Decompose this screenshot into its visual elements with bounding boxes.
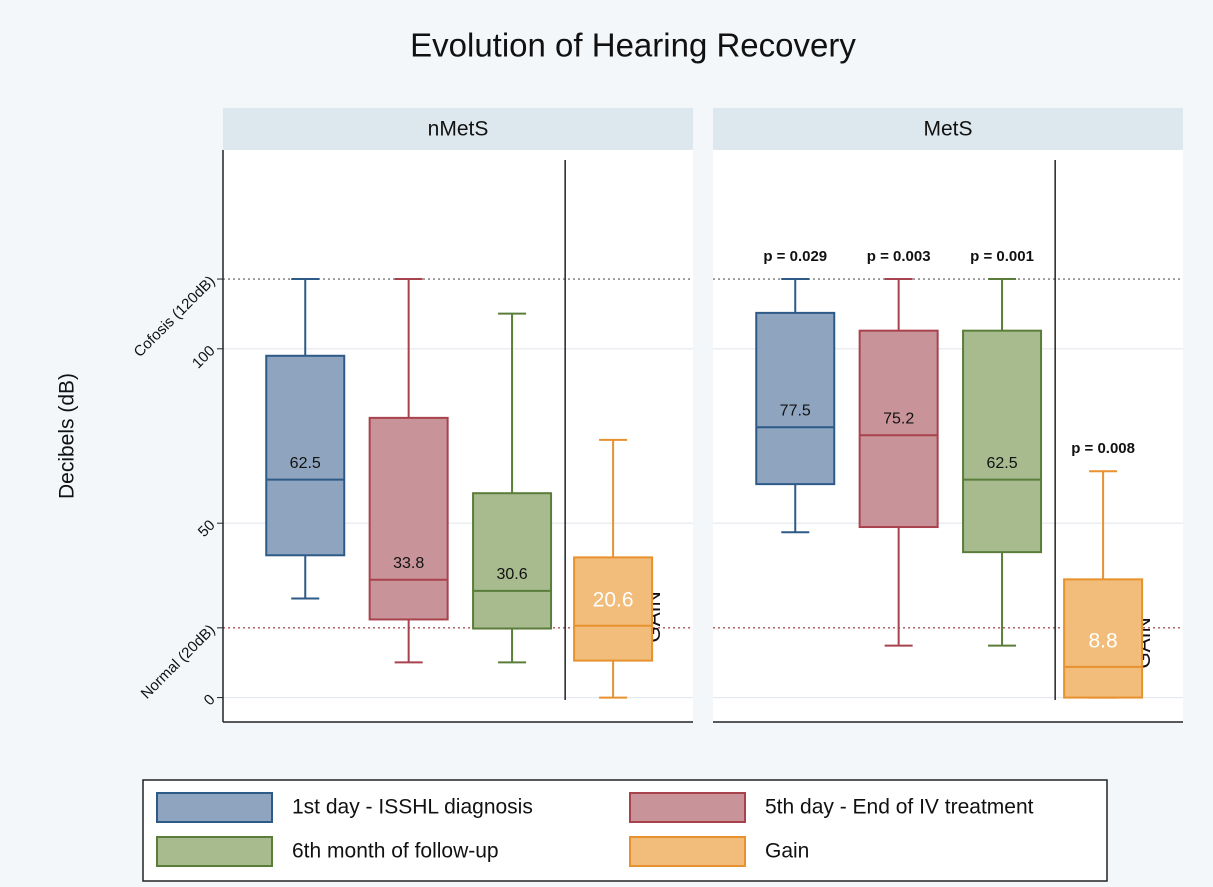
legend-swatch: [156, 836, 273, 867]
panel-title: nMetS: [428, 118, 489, 141]
legend-label: Gain: [765, 840, 809, 863]
panel-header: [223, 108, 693, 150]
p-value-label: p = 0.008: [1071, 440, 1135, 457]
box: [265, 354, 346, 557]
box: [858, 329, 939, 529]
legend-swatch: [156, 792, 273, 823]
legend-label: 1st day - ISSHL diagnosis: [292, 796, 533, 819]
p-value-label: p = 0.029: [763, 248, 827, 265]
box: [368, 416, 449, 621]
chart-title: Evolution of Hearing Recovery: [410, 27, 856, 64]
box: [962, 329, 1043, 554]
panel-title: MetS: [923, 118, 972, 141]
median-label: 33.8: [393, 555, 424, 572]
median-label: 20.6: [593, 588, 634, 611]
box: [1063, 578, 1144, 699]
median-label: 62.5: [986, 455, 1017, 472]
box: [472, 492, 553, 630]
legend-swatch: [629, 836, 746, 867]
box: [755, 311, 836, 486]
legend-label: 5th day - End of IV treatment: [765, 796, 1034, 819]
p-value-label: p = 0.003: [867, 248, 931, 265]
legend-swatch: [629, 792, 746, 823]
median-label: 8.8: [1088, 629, 1117, 652]
legend-box: [142, 779, 1108, 882]
box: [573, 556, 654, 662]
median-label: 62.5: [290, 455, 321, 472]
median-label: 77.5: [780, 402, 811, 419]
legend-label: 6th month of follow-up: [292, 840, 499, 863]
panel-header: [713, 108, 1183, 150]
median-label: 75.2: [883, 411, 914, 428]
median-label: 30.6: [496, 566, 527, 583]
y-axis-title: Decibels (dB): [56, 373, 79, 499]
p-value-label: p = 0.001: [970, 248, 1034, 265]
